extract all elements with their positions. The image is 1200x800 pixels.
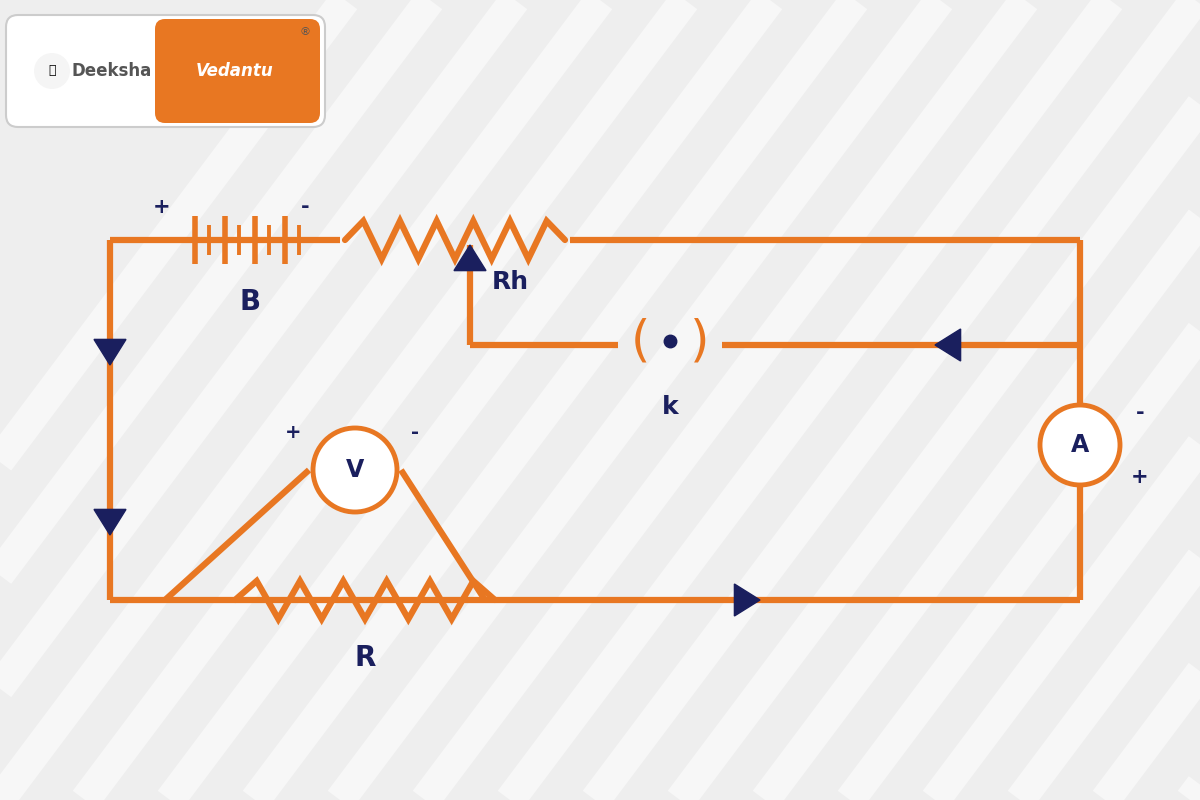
Text: V: V: [346, 458, 364, 482]
Text: +: +: [284, 422, 301, 442]
Text: +: +: [1132, 467, 1148, 487]
Circle shape: [34, 53, 70, 89]
FancyBboxPatch shape: [6, 15, 325, 127]
Text: Deeksha: Deeksha: [72, 62, 152, 80]
Text: Vedantu: Vedantu: [196, 62, 274, 80]
Text: +: +: [154, 197, 170, 217]
Text: 🔥: 🔥: [48, 65, 55, 78]
Text: -: -: [410, 422, 419, 442]
Text: -: -: [1135, 403, 1145, 423]
Text: k: k: [661, 395, 678, 419]
Polygon shape: [94, 339, 126, 365]
Polygon shape: [454, 245, 486, 270]
Circle shape: [1040, 405, 1120, 485]
Text: R: R: [354, 644, 376, 672]
Text: B: B: [240, 288, 260, 316]
Text: Rh: Rh: [492, 270, 529, 294]
Text: -: -: [301, 197, 310, 217]
Polygon shape: [935, 329, 961, 361]
Text: A: A: [1070, 433, 1090, 457]
Text: (: (: [630, 317, 649, 365]
Text: ®: ®: [300, 27, 311, 37]
Text: ): ): [690, 317, 709, 365]
Polygon shape: [734, 584, 760, 616]
Polygon shape: [94, 510, 126, 535]
FancyBboxPatch shape: [155, 19, 320, 123]
Circle shape: [313, 428, 397, 512]
